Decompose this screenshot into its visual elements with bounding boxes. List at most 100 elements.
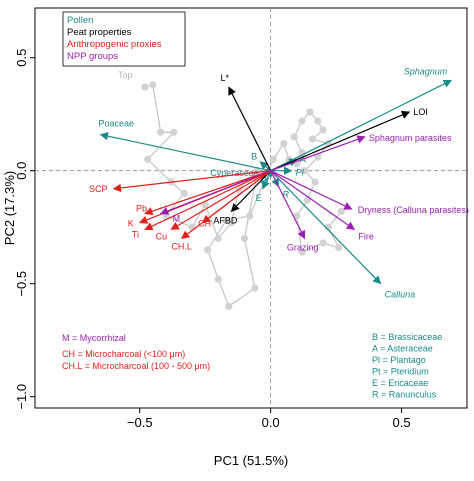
vector-label: Dryness (Calluna parasites) — [358, 205, 469, 215]
vector-arrow — [180, 170, 271, 240]
vector-arrow — [144, 170, 271, 216]
vector-pb: Pb — [136, 170, 271, 216]
vector-label: Cu — [156, 231, 168, 241]
sample-point — [314, 153, 322, 161]
vector-arrow — [270, 79, 453, 172]
sample-point — [225, 302, 233, 310]
sample-point — [188, 223, 196, 231]
vector-scp: SCP — [89, 170, 271, 194]
vector-label: LOI — [413, 107, 428, 117]
loading-vectors: SphagnumPoaceaeCallunaCyperaceaeBAPlPtER… — [89, 66, 469, 299]
vector-arrow — [270, 170, 382, 285]
vector-afbd: AFBD — [213, 170, 272, 225]
vector-sphagnum-parasites: Sphagnum parasites — [270, 133, 452, 172]
sample-point — [319, 239, 327, 247]
vector-label: Pl — [296, 168, 305, 178]
sample-point — [335, 243, 343, 252]
vector-label: M — [173, 214, 181, 224]
vector-label: Fire — [358, 231, 374, 241]
sample-point — [149, 81, 157, 89]
vector-label: Ti — [132, 229, 139, 239]
x-tick-label: −0.5 — [127, 415, 153, 430]
vector-label: CH — [198, 219, 211, 229]
legend-entry-pollen: Pollen — [67, 15, 93, 26]
sample-point — [214, 234, 222, 243]
vector-arrow — [270, 170, 306, 240]
sample-point — [306, 108, 314, 116]
y-tick-label: 0.0 — [14, 162, 29, 180]
sample-trajectory — [141, 81, 345, 310]
vector-label: Poaceae — [98, 119, 134, 129]
x-axis-title: PC1 (51.5%) — [214, 453, 288, 468]
sample-point — [324, 223, 332, 231]
sample-point — [143, 155, 152, 164]
note-right-item: B = Brassicaceae — [372, 332, 442, 342]
note-left-item: M = Mycorrhizal — [62, 333, 126, 343]
vector-ti: Ti — [132, 170, 271, 239]
vector-label: SCP — [89, 184, 108, 194]
note-right-item: Pt = Pteridium — [372, 367, 429, 377]
reference-lines — [35, 8, 467, 408]
vector-label: CH.L — [171, 242, 192, 252]
vector-arrow — [270, 135, 366, 172]
y-tick-label: 0.5 — [14, 49, 29, 67]
sample-point — [311, 178, 319, 186]
note-right-item: Pl = Plantago — [372, 355, 426, 365]
vector-dryness-calluna-parasites: Dryness (Calluna parasites) — [270, 170, 469, 215]
vector-sphagnum: Sphagnum — [270, 66, 453, 172]
vector-label: Calluna — [385, 290, 416, 300]
top-label: Top — [118, 70, 133, 80]
vector-arrow — [144, 170, 271, 231]
vector-arrow — [228, 86, 272, 171]
sample-point — [280, 139, 288, 148]
vector-label: Grazing — [287, 243, 319, 253]
vector-fire: Fire — [270, 170, 374, 241]
note-right-item: R = Ranunculus — [372, 390, 437, 400]
vector-arrow — [270, 170, 356, 230]
axes: −0.5 0.0 0.5 −1.0 −0.5 0.0 0.5 — [14, 49, 411, 430]
vector-label: Sphagnum parasites — [369, 133, 452, 143]
sample-point — [246, 212, 254, 220]
vector-label: K — [128, 219, 134, 229]
sample-point — [269, 155, 277, 164]
sample-point — [214, 275, 222, 283]
vector-label: E — [256, 193, 262, 203]
note-left-item: CH.L = Microcharcoal (100 - 500 μm) — [62, 361, 210, 371]
vector-label: R — [282, 190, 289, 200]
vector-arrow — [270, 170, 353, 210]
vector-e: E — [256, 170, 272, 203]
notes-left: M = Mycorrhizal CH = Microcharcoal (<100 … — [62, 333, 210, 371]
sample-point — [337, 207, 345, 215]
sample-point — [293, 212, 301, 220]
sample-point — [180, 189, 188, 197]
sample-point — [298, 117, 306, 125]
vector-b: B — [251, 152, 272, 172]
vector-poaceae: Poaceae — [98, 119, 271, 172]
sample-point — [319, 126, 327, 134]
vector-cu: Cu — [156, 170, 271, 241]
legend-entry-peat-properties: Peat properties — [67, 27, 132, 38]
x-tick-label: 0.0 — [262, 415, 280, 430]
vector-label: Cyperaceae — [210, 168, 259, 178]
legend-entry-anthropogenic-proxies: Anthropogenic proxies — [67, 39, 162, 50]
sample-point — [251, 284, 259, 292]
vector-arrow — [99, 132, 271, 172]
vector-label: L* — [220, 73, 229, 83]
vector-arrow — [270, 111, 411, 172]
legend-entry-npp-groups: NPP groups — [67, 51, 118, 62]
vector-arrow — [230, 170, 272, 212]
vector-calluna: Calluna — [270, 170, 416, 300]
vector-l: L* — [220, 73, 272, 171]
vector-loi: LOI — [270, 107, 428, 172]
vector-label: AFBD — [213, 215, 238, 225]
x-tick-label: 0.5 — [393, 415, 411, 430]
vector-ch-l: CH.L — [171, 170, 271, 252]
sample-point — [170, 128, 178, 136]
sample-point — [157, 128, 165, 136]
note-right-item: E = Ericaceae — [372, 378, 428, 388]
y-tick-label: −1.0 — [14, 384, 29, 410]
